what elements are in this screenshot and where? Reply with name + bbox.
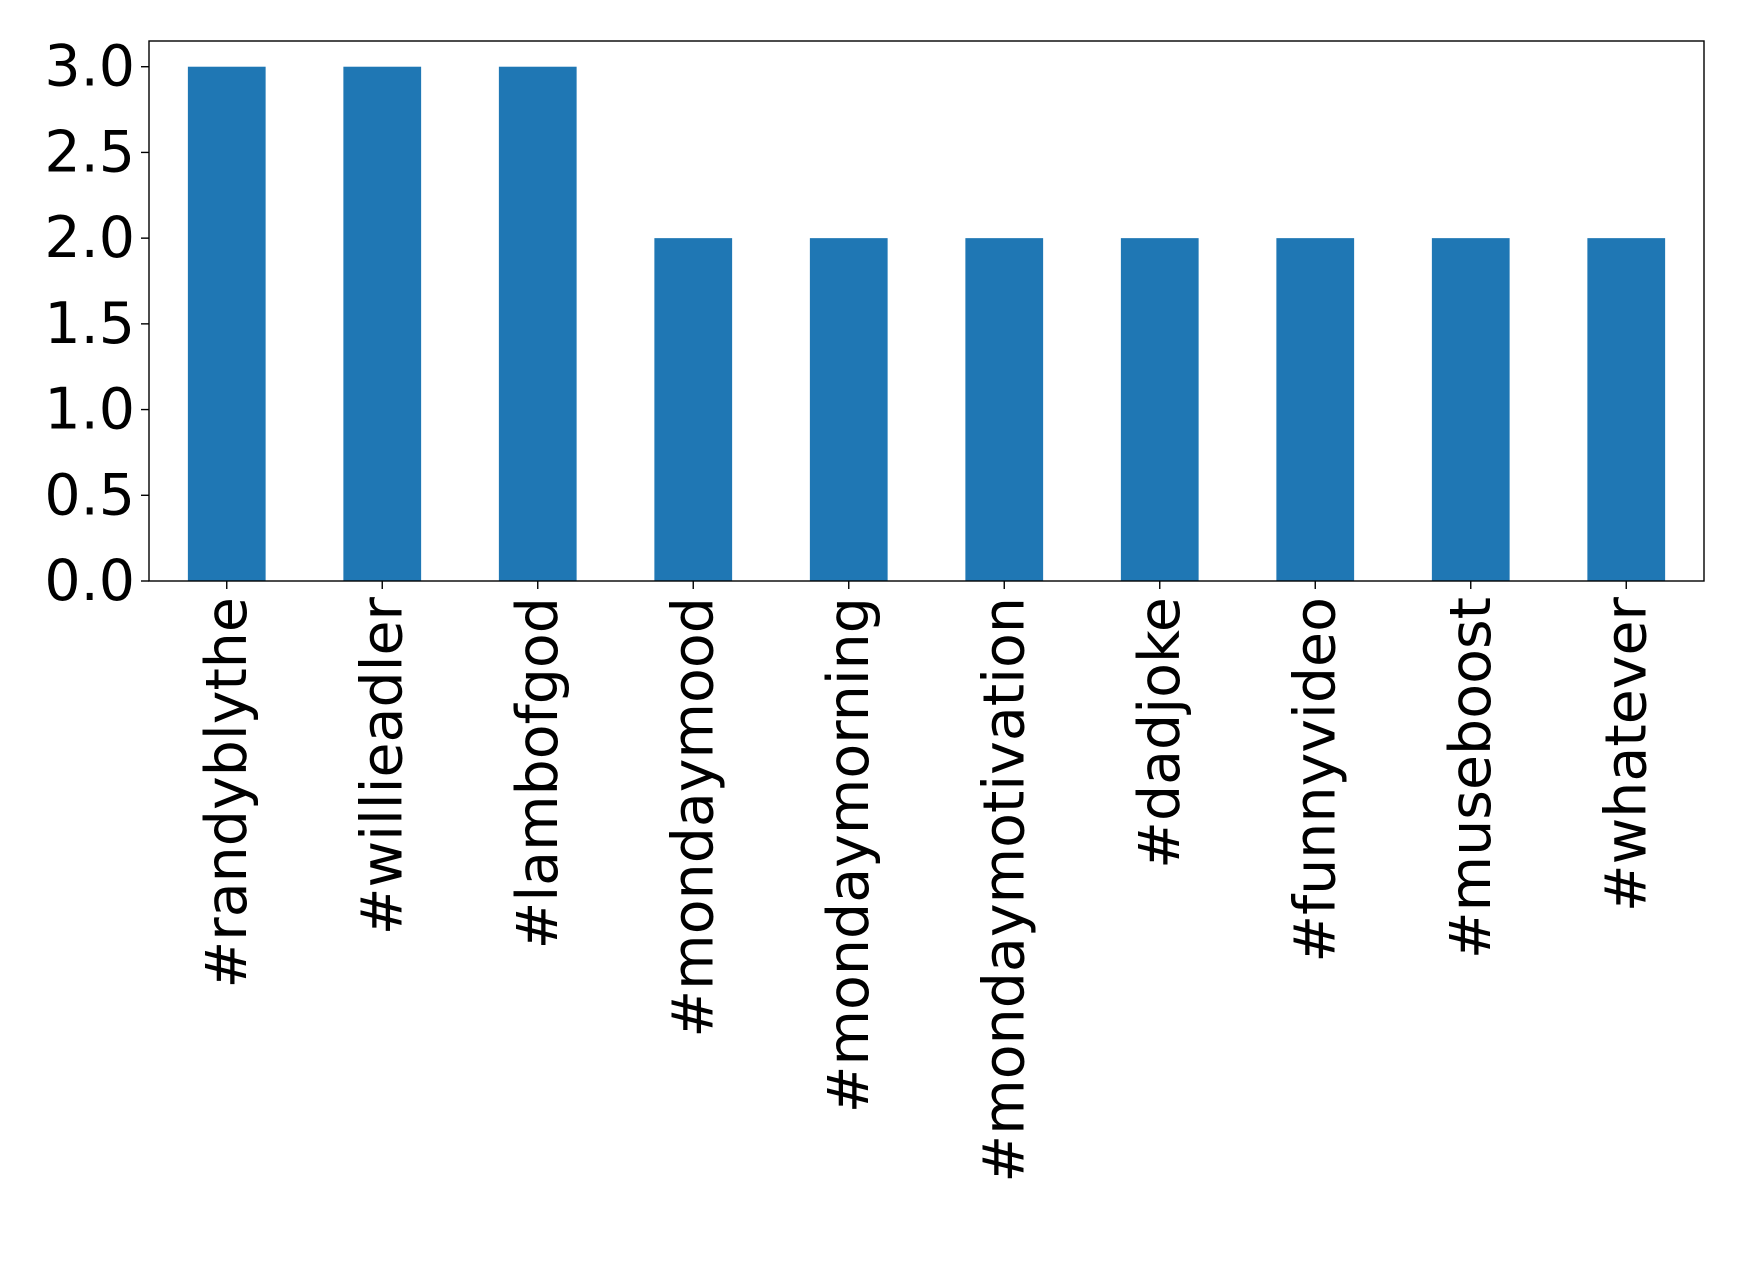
y-axis: 0.0 0.5 1.0 1.5 2.0 2.5 3.0 (44, 34, 149, 614)
bar-mondaymood (654, 238, 733, 581)
y-tick-label: 3.0 (44, 34, 135, 100)
x-tick-label: #funnyvideo (1282, 597, 1348, 963)
bar-mondaymorning (809, 238, 888, 581)
x-tick-label: #willieadler (349, 596, 415, 935)
bar-lambofgod (498, 66, 577, 581)
x-tick-label: #mondaymorning (816, 597, 882, 1113)
y-tick-label: 2.5 (44, 119, 135, 185)
x-tick-label: #dadjoke (1127, 597, 1193, 869)
y-tick-label: 1.5 (44, 291, 135, 357)
bar-dadjoke (1120, 238, 1199, 581)
bars-layer (187, 66, 1666, 581)
bar-museboost (1431, 238, 1510, 581)
y-tick-label: 0.0 (44, 548, 135, 614)
y-tick-label: 2.0 (44, 205, 135, 271)
bar-whatever (1587, 238, 1666, 581)
y-tick-label: 1.0 (44, 377, 135, 443)
x-axis: #randyblythe #willieadler #lambofgod #monda… (194, 581, 1659, 1183)
bar-willieadler (343, 66, 422, 581)
x-tick-label: #mondaymood (660, 597, 726, 1038)
x-tick-label: #mondaymotivation (971, 597, 1037, 1183)
x-tick-label: #museboost (1438, 597, 1504, 959)
bar-mondaymotivation (965, 238, 1044, 581)
bar-randyblythe (187, 66, 266, 581)
x-tick-label: #whatever (1593, 596, 1659, 912)
x-tick-label: #randyblythe (194, 597, 260, 988)
x-tick-label: #lambofgod (505, 597, 571, 949)
bar-funnyvideo (1276, 238, 1355, 581)
plot-frame (148, 40, 1705, 582)
y-tick-label: 0.5 (44, 462, 135, 528)
